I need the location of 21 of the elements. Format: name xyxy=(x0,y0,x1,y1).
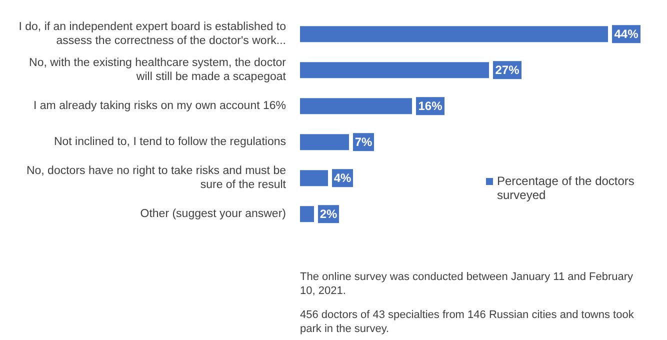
text: 456 doctors of 43 specialties from 146 Russian cities and towns took park in the survey. xyxy=(300,308,635,336)
bar xyxy=(300,206,314,222)
data-label: 2% xyxy=(320,207,338,222)
bar xyxy=(300,26,608,42)
y-tick-label: Other (suggest your answer) xyxy=(140,208,286,220)
y-tick-label: No, with the existing healthcare system, the doctor will still be made a scapegoat xyxy=(29,57,287,83)
y-tick-label: No, doctors have no right to take risks and must be sure of the result xyxy=(26,165,287,191)
data-label: 27% xyxy=(495,63,520,78)
bar xyxy=(300,98,412,114)
bar xyxy=(300,134,349,150)
data-label: 4% xyxy=(334,171,352,186)
text: The online survey was conducted between January 11 and February 10, 2021. xyxy=(300,270,634,298)
y-tick-label: I do, if an independent expert board is established to assess the correctness of the doctor's work... xyxy=(18,21,286,47)
data-label: 16% xyxy=(418,99,443,114)
data-label: 44% xyxy=(614,27,639,42)
data-label: 7% xyxy=(354,135,372,150)
bar xyxy=(300,62,489,78)
y-tick-label: I am already taking risks on my own account 16% xyxy=(34,100,286,112)
y-tick-label: Not inclined to, I tend to follow the regulations xyxy=(54,136,286,148)
legend-label: Percentage of the doctors surveyed xyxy=(497,174,636,202)
bar xyxy=(300,170,328,186)
